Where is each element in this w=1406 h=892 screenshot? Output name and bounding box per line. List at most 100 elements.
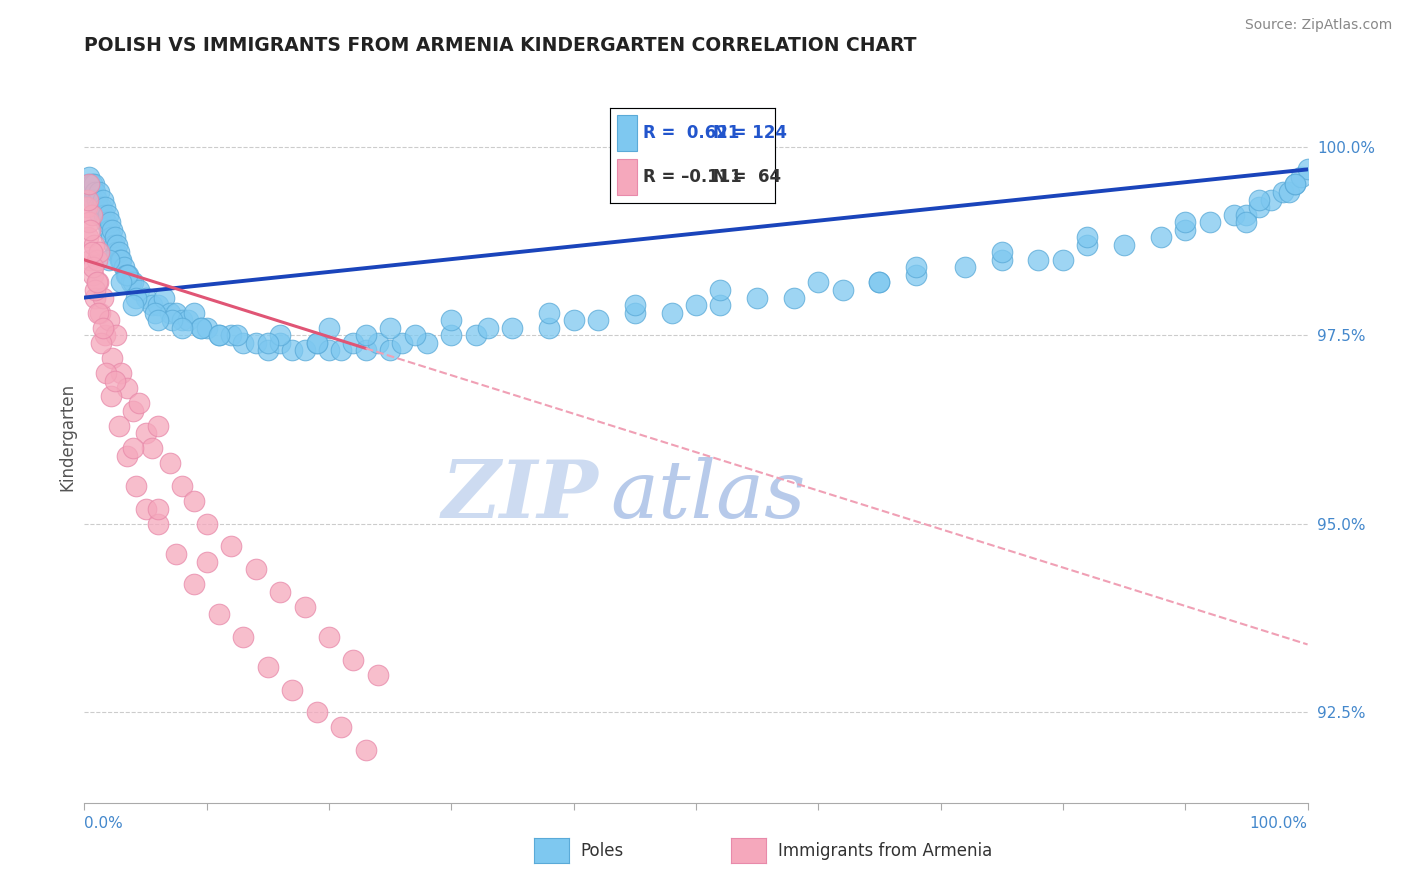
- Point: [91, 291, 114, 305]
- Point: [318, 343, 340, 358]
- Point: [257, 343, 280, 358]
- Point: [1260, 193, 1282, 207]
- Point: [354, 328, 377, 343]
- Point: [143, 306, 166, 320]
- Point: [1278, 185, 1301, 199]
- Point: [661, 306, 683, 320]
- Point: [159, 306, 181, 320]
- Point: [91, 320, 114, 334]
- Point: [257, 335, 280, 350]
- Point: [367, 335, 389, 350]
- Point: [117, 268, 139, 282]
- Point: [354, 743, 377, 757]
- Text: 100.0%: 100.0%: [1250, 816, 1308, 831]
- Point: [77, 215, 100, 229]
- Point: [831, 283, 853, 297]
- Point: [128, 396, 150, 410]
- Point: [146, 501, 169, 516]
- Point: [82, 268, 104, 282]
- Point: [79, 185, 101, 199]
- Point: [1284, 178, 1306, 192]
- Text: N =  64: N = 64: [713, 169, 780, 186]
- Point: [318, 320, 340, 334]
- Point: [100, 230, 122, 244]
- Point: [538, 320, 561, 334]
- Point: [90, 200, 112, 214]
- Point: [101, 223, 124, 237]
- Point: [135, 426, 157, 441]
- Point: [80, 208, 103, 222]
- Point: [1234, 215, 1257, 229]
- Point: [83, 178, 105, 192]
- Text: R = –0.111: R = –0.111: [644, 169, 742, 186]
- Point: [115, 268, 138, 282]
- Point: [86, 193, 108, 207]
- Point: [294, 343, 316, 358]
- Point: [477, 320, 499, 334]
- Point: [115, 449, 138, 463]
- Point: [342, 652, 364, 666]
- Point: [101, 351, 124, 365]
- Text: atlas: atlas: [610, 457, 806, 534]
- Point: [1028, 252, 1050, 267]
- Point: [538, 306, 561, 320]
- Point: [1076, 237, 1098, 252]
- Point: [232, 630, 254, 644]
- Point: [294, 599, 316, 614]
- Bar: [617, 160, 637, 195]
- Point: [105, 328, 128, 343]
- Point: [501, 320, 523, 334]
- Point: [77, 230, 100, 244]
- Point: [208, 328, 231, 343]
- Point: [104, 374, 127, 388]
- Point: [146, 418, 169, 433]
- Text: Source: ZipAtlas.com: Source: ZipAtlas.com: [1244, 18, 1392, 32]
- Point: [79, 223, 101, 237]
- Point: [110, 252, 132, 267]
- Point: [391, 335, 413, 350]
- Point: [905, 260, 928, 275]
- Point: [1150, 230, 1173, 244]
- Point: [87, 306, 110, 320]
- Point: [96, 215, 118, 229]
- Point: [586, 313, 609, 327]
- Point: [97, 223, 120, 237]
- Y-axis label: Kindergarten: Kindergarten: [58, 383, 76, 491]
- Point: [305, 706, 328, 720]
- Point: [1272, 185, 1295, 199]
- Point: [87, 245, 110, 260]
- Point: [257, 660, 280, 674]
- Point: [110, 366, 132, 380]
- Point: [624, 298, 647, 312]
- Point: [83, 237, 105, 252]
- Point: [219, 328, 242, 343]
- Point: [86, 276, 108, 290]
- Point: [77, 193, 100, 207]
- Point: [183, 306, 205, 320]
- Point: [110, 276, 132, 290]
- Point: [87, 185, 110, 199]
- Point: [685, 298, 707, 312]
- Point: [141, 298, 163, 312]
- Point: [624, 306, 647, 320]
- Point: [783, 291, 806, 305]
- Text: POLISH VS IMMIGRANTS FROM ARMENIA KINDERGARTEN CORRELATION CHART: POLISH VS IMMIGRANTS FROM ARMENIA KINDER…: [84, 36, 917, 54]
- Point: [86, 252, 108, 267]
- Point: [89, 208, 111, 222]
- Text: N = 124: N = 124: [713, 124, 787, 142]
- Point: [90, 335, 112, 350]
- Point: [1234, 208, 1257, 222]
- Point: [108, 252, 131, 267]
- Point: [107, 418, 129, 433]
- Point: [122, 298, 145, 312]
- Point: [77, 169, 100, 184]
- Text: ZIP: ZIP: [441, 457, 598, 534]
- Text: Immigrants from Armenia: Immigrants from Armenia: [778, 842, 991, 860]
- Point: [440, 328, 463, 343]
- Point: [107, 245, 129, 260]
- Point: [91, 193, 114, 207]
- Point: [112, 260, 135, 275]
- Point: [380, 320, 402, 334]
- Point: [330, 343, 353, 358]
- Point: [869, 276, 891, 290]
